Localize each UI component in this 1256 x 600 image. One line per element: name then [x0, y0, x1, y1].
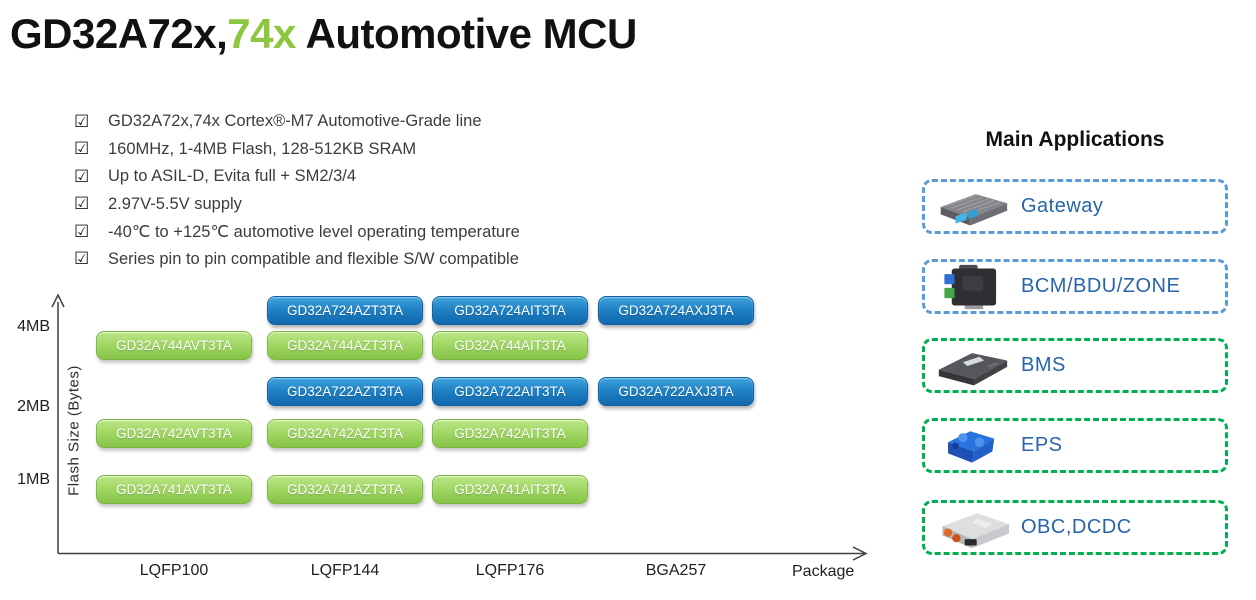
app-label: BCM/BDU/ZONE	[1021, 275, 1181, 297]
feature-text: GD32A72x,74x Cortex®-M7 Automotive-Grade…	[108, 112, 482, 131]
feature-list: ☑ GD32A72x,74x Cortex®-M7 Automotive-Gra…	[74, 108, 520, 273]
list-item: ☑ GD32A72x,74x Cortex®-M7 Automotive-Gra…	[74, 108, 520, 136]
chart-axes	[51, 293, 868, 561]
chip-gd32a741ait3ta: GD32A741AIT3TA	[432, 475, 588, 504]
feature-text: -40℃ to +125℃ automotive level operating…	[108, 222, 520, 241]
feature-text: Series pin to pin compatible and flexibl…	[108, 249, 519, 268]
chip-gd32a741azt3ta: GD32A741AZT3TA	[267, 475, 423, 504]
feature-text: Up to ASIL-D, Evita full + SM2/3/4	[108, 167, 357, 186]
app-box-bms: BMS	[922, 338, 1228, 393]
chip-gd32a744avt3ta: GD32A744AVT3TA	[96, 331, 252, 360]
app-label: OBC,DCDC	[1021, 516, 1132, 538]
list-item: ☑ 160MHz, 1-4MB Flash, 128-512KB SRAM	[74, 136, 520, 164]
list-item: ☑ 2.97V-5.5V supply	[74, 191, 520, 219]
checkbox-checked-icon: ☑	[74, 111, 90, 131]
checkbox-checked-icon: ☑	[74, 221, 90, 241]
x-tick-lqfp144: LQFP144	[310, 562, 380, 579]
gateway-module-icon	[925, 183, 1021, 231]
title-part-green: 74x	[227, 10, 296, 57]
bcm-module-icon	[925, 263, 1021, 311]
obc-module-icon	[925, 504, 1021, 552]
title-part-black-1: GD32A72x,	[10, 10, 228, 57]
chip-gd32a742ait3ta: GD32A742AIT3TA	[432, 419, 588, 448]
main-applications-title: Main Applications	[985, 128, 1165, 151]
feature-text: 2.97V-5.5V supply	[108, 194, 242, 213]
checkbox-checked-icon: ☑	[74, 249, 90, 269]
page-title: GD32A72x,74x Automotive MCU	[10, 10, 637, 58]
chip-gd32a744azt3ta: GD32A744AZT3TA	[267, 331, 423, 360]
x-tick-lqfp100: LQFP100	[139, 562, 209, 579]
x-tick-bga257: BGA257	[645, 562, 707, 579]
list-item: ☑ Up to ASIL-D, Evita full + SM2/3/4	[74, 163, 520, 191]
chip-gd32a742azt3ta: GD32A742AZT3TA	[267, 419, 423, 448]
y-tick-1mb: 1MB	[17, 471, 50, 488]
list-item: ☑ -40℃ to +125℃ automotive level operati…	[74, 218, 520, 246]
chip-gd32a722ait3ta: GD32A722AIT3TA	[432, 377, 588, 406]
y-axis-label: Flash Size (Bytes)	[65, 365, 83, 496]
app-box-obc-dcdc: OBC,DCDC	[922, 500, 1228, 555]
chip-gd32a724ait3ta: GD32A724AIT3TA	[432, 296, 588, 325]
app-label: EPS	[1021, 434, 1063, 456]
chip-gd32a722axj3ta: GD32A722AXJ3TA	[598, 377, 754, 406]
app-label: BMS	[1021, 354, 1066, 376]
bms-module-icon	[925, 342, 1021, 390]
flash-package-chart: Flash Size (Bytes) 4MB 2MB 1MB LQFP100 L…	[0, 280, 890, 600]
app-box-eps: EPS	[922, 418, 1228, 473]
app-box-bcm-bdu-zone: BCM/BDU/ZONE	[922, 259, 1228, 314]
checkbox-checked-icon: ☑	[74, 194, 90, 214]
chip-gd32a724azt3ta: GD32A724AZT3TA	[267, 296, 423, 325]
app-box-gateway: Gateway	[922, 179, 1228, 234]
list-item: ☑ Series pin to pin compatible and flexi…	[74, 246, 520, 274]
feature-text: 160MHz, 1-4MB Flash, 128-512KB SRAM	[108, 139, 417, 158]
title-part-black-2: Automotive MCU	[295, 10, 637, 57]
main-applications-panel: Main Applications Gateway	[922, 126, 1228, 588]
checkbox-checked-icon: ☑	[74, 139, 90, 159]
chip-gd32a724axj3ta: GD32A724AXJ3TA	[598, 296, 754, 325]
app-label: Gateway	[1021, 195, 1104, 217]
chip-gd32a744ait3ta: GD32A744AIT3TA	[432, 331, 588, 360]
eps-module-icon	[925, 422, 1021, 470]
x-tick-lqfp176: LQFP176	[475, 562, 545, 579]
checkbox-checked-icon: ☑	[74, 166, 90, 186]
y-tick-2mb: 2MB	[17, 398, 50, 415]
chip-gd32a742avt3ta: GD32A742AVT3TA	[96, 419, 252, 448]
x-axis-label: Package	[792, 563, 855, 580]
y-tick-4mb: 4MB	[17, 318, 50, 335]
chip-gd32a722azt3ta: GD32A722AZT3TA	[267, 377, 423, 406]
chip-gd32a741avt3ta: GD32A741AVT3TA	[96, 475, 252, 504]
